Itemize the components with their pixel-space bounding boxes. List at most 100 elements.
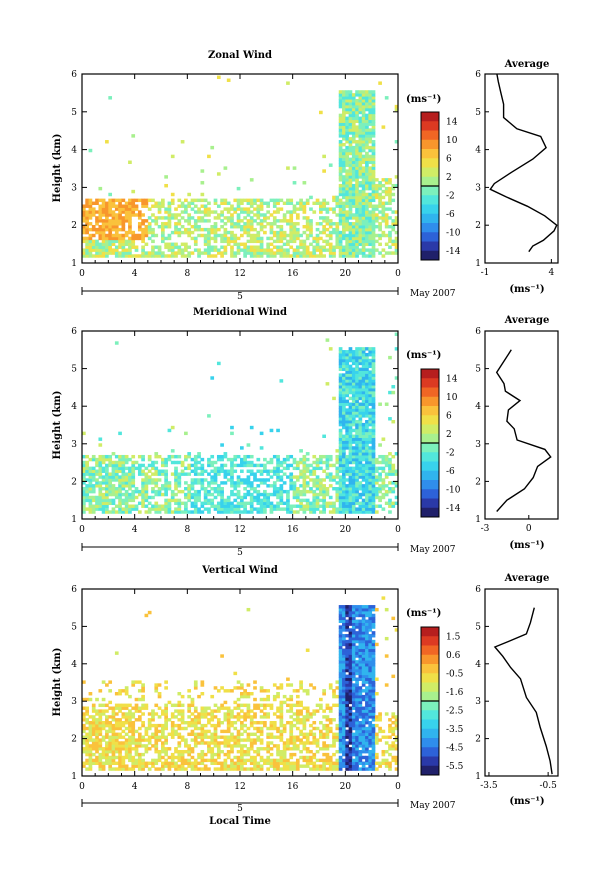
heatmap-cell — [249, 484, 254, 488]
heatmap-cell — [368, 107, 373, 112]
heatmap-cell — [325, 338, 330, 342]
heatmap-cell — [365, 230, 369, 235]
heatmap-cell — [91, 487, 96, 491]
heatmap-cell — [289, 510, 294, 514]
heatmap-cell — [197, 712, 201, 716]
heatmap-cell — [226, 472, 231, 476]
heatmap-cell — [118, 198, 122, 203]
heatmap-cell — [361, 431, 366, 436]
heatmap-cell — [164, 254, 168, 258]
heatmap-cell — [200, 216, 205, 220]
heatmap-cell — [161, 755, 165, 760]
heatmap-cell — [141, 735, 145, 739]
heatmap-cell — [98, 718, 103, 722]
heatmap-cell — [111, 466, 116, 471]
heatmap-cell — [328, 718, 333, 722]
heatmap-cell — [368, 481, 373, 485]
heatmap-cell — [325, 723, 330, 728]
heatmap-cell — [177, 507, 182, 511]
heatmap-cell — [121, 222, 126, 226]
heatmap-cell — [114, 341, 119, 345]
heatmap-cell — [230, 767, 234, 771]
heatmap-cell — [164, 738, 168, 742]
heatmap-cell — [216, 484, 221, 488]
heatmap-cell — [312, 492, 317, 497]
heatmap-cell — [342, 408, 346, 412]
heatmap-cell — [105, 457, 109, 462]
heatmap-cell — [101, 720, 106, 725]
heatmap-cell — [85, 738, 89, 742]
heatmap-cell — [345, 137, 350, 141]
heatmap-cell — [82, 504, 86, 508]
heatmap-cell — [167, 242, 172, 247]
heatmap-cell — [338, 440, 343, 444]
heatmap-cell — [361, 236, 366, 241]
heatmap-cell — [220, 749, 224, 754]
heatmap-cell — [394, 501, 398, 506]
heatmap-cell — [187, 245, 192, 249]
heatmap-cell — [338, 692, 343, 696]
heatmap-cell — [266, 245, 271, 249]
heatmap-cell — [371, 367, 376, 371]
heatmap-cell — [388, 181, 392, 185]
heatmap-cell — [263, 469, 267, 473]
heatmap-cell — [365, 475, 369, 479]
heatmap-cell — [355, 192, 359, 197]
heatmap-cell — [187, 744, 192, 748]
heatmap-cell — [124, 720, 129, 725]
heatmap-cell — [312, 732, 317, 737]
heatmap-cell — [302, 204, 307, 208]
heatmap-cell — [236, 481, 241, 485]
heatmap-cell — [88, 747, 93, 751]
heatmap-cell — [230, 251, 234, 255]
heatmap-cell — [299, 492, 303, 497]
heatmap-cell — [338, 99, 343, 103]
heatmap-cell — [338, 134, 343, 138]
heatmap-cell — [220, 454, 224, 459]
heatmap-cell — [131, 741, 136, 745]
heatmap-cell — [253, 706, 257, 710]
heatmap-cell — [105, 236, 109, 241]
heatmap-cell — [358, 163, 363, 167]
colorbar-swatch — [421, 149, 439, 159]
heatmap-cell — [187, 498, 192, 503]
heatmap-cell — [378, 233, 382, 238]
heatmap-cell — [164, 484, 168, 488]
heatmap-cell — [378, 460, 382, 465]
heatmap-cell — [335, 195, 340, 200]
heatmap-cell — [315, 703, 320, 708]
heatmap-cell — [95, 469, 99, 473]
heatmap-cell — [355, 469, 359, 473]
colorbar-swatch — [421, 498, 439, 509]
heatmap-cell — [184, 204, 188, 208]
y-tick-label: 1 — [71, 259, 77, 269]
heatmap-cell — [348, 440, 353, 444]
heatmap-cell — [338, 183, 343, 188]
heatmap-cell — [91, 732, 96, 737]
heatmap-cell — [292, 761, 297, 765]
heatmap-cell — [269, 761, 274, 765]
heatmap-cell — [365, 437, 369, 441]
heatmap-cell — [361, 183, 366, 188]
heatmap-cell — [312, 755, 317, 760]
heatmap-cell — [345, 749, 350, 754]
heatmap-cell — [351, 376, 356, 380]
heatmap-cell — [197, 498, 201, 503]
heatmap-cell — [358, 393, 363, 398]
heatmap-cell — [131, 201, 136, 205]
heatmap-cell — [361, 504, 366, 508]
heatmap-cell — [111, 732, 116, 737]
heatmap-cell — [134, 213, 139, 217]
heatmap-cell — [299, 501, 303, 506]
heatmap-cell — [345, 367, 350, 371]
heatmap-cell — [328, 454, 333, 459]
heatmap-cell — [98, 501, 103, 506]
heatmap-cell — [374, 216, 379, 220]
heatmap-cell — [164, 236, 168, 241]
heatmap-cell — [319, 484, 323, 488]
heatmap-cell — [256, 747, 261, 751]
heatmap-cell — [256, 703, 261, 708]
heatmap-cell — [124, 216, 129, 220]
heatmap-cell — [203, 239, 208, 244]
heatmap-cell — [292, 224, 297, 229]
